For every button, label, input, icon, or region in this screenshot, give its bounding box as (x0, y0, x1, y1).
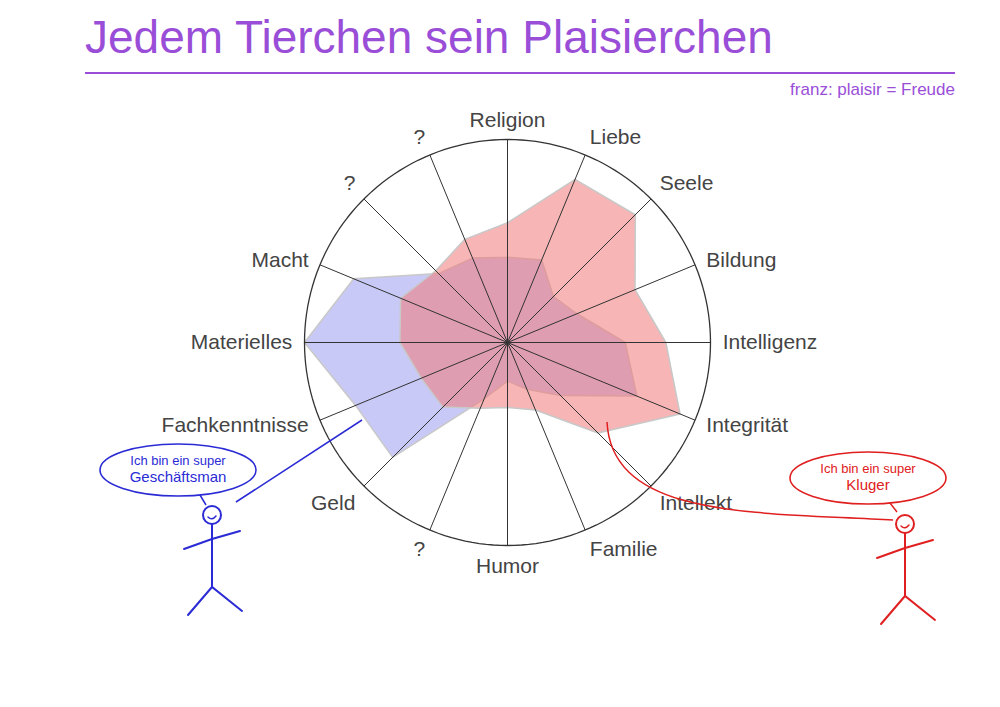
svg-text:?: ? (344, 171, 356, 194)
svg-text:Integrität: Integrität (706, 413, 788, 436)
svg-text:Fachkenntnisse: Fachkenntnisse (162, 413, 309, 436)
svg-text:Ich bin ein super: Ich bin ein super (130, 453, 226, 468)
svg-text:Ich bin ein super: Ich bin ein super (820, 461, 916, 476)
svg-text:?: ? (413, 537, 425, 560)
svg-text:Liebe: Liebe (590, 125, 641, 148)
svg-text:?: ? (413, 125, 425, 148)
svg-text:Religion: Religion (470, 108, 546, 131)
svg-text:Materielles: Materielles (191, 330, 293, 353)
svg-text:Intelligenz: Intelligenz (723, 330, 818, 353)
svg-text:Kluger: Kluger (846, 476, 889, 493)
svg-text:Macht: Macht (252, 248, 309, 271)
svg-text:Seele: Seele (660, 171, 714, 194)
svg-text:Geschäftsman: Geschäftsman (130, 468, 227, 485)
svg-text:Intellekt: Intellekt (660, 491, 733, 514)
svg-text:Humor: Humor (476, 554, 539, 577)
svg-text:Bildung: Bildung (706, 248, 776, 271)
html-text:Jedem Tierchen sein Plaisierch: Jedem Tierchen sein Plaisierchen (85, 11, 773, 63)
html-text:franz: plaisir = Freude: franz: plaisir = Freude (790, 80, 955, 99)
svg-text:Familie: Familie (590, 537, 658, 560)
svg-text:Geld: Geld (311, 491, 355, 514)
